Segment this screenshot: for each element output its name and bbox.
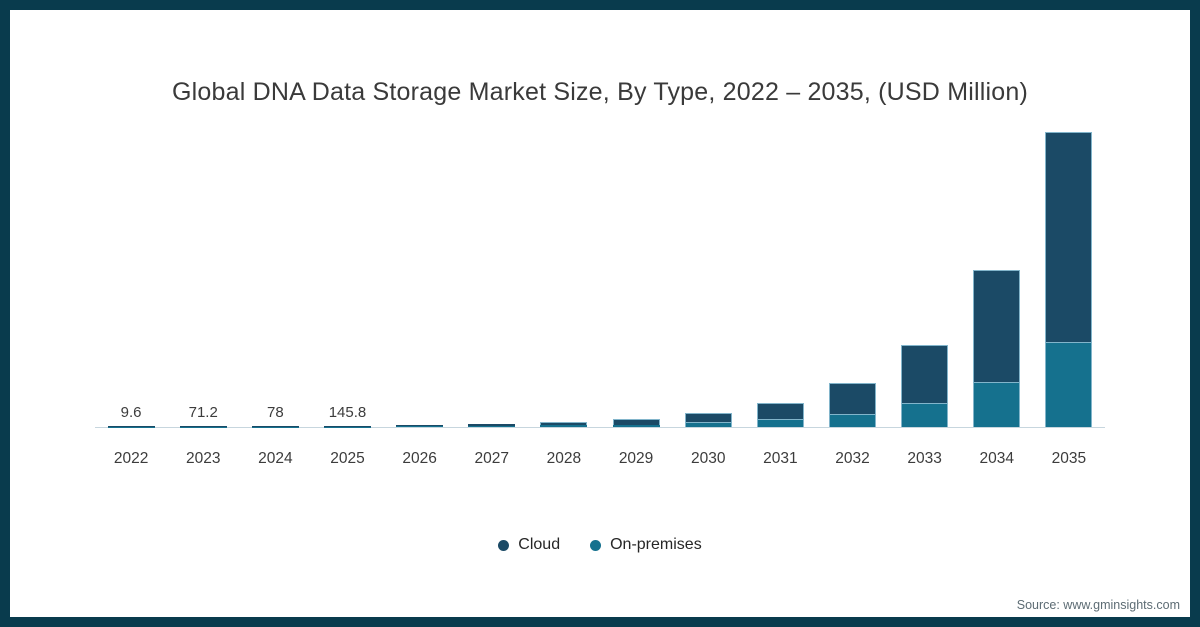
x-axis-label-2031: 2031 xyxy=(763,450,798,467)
bar-stack-2025 xyxy=(323,425,371,427)
legend-item-on-premises: On-premises xyxy=(590,536,702,554)
on-premises-segment-2033 xyxy=(901,402,949,427)
legend-item-cloud: Cloud xyxy=(498,536,560,554)
bar-column-2022: 9.6 xyxy=(95,121,167,427)
x-axis-label-2028: 2028 xyxy=(546,450,582,467)
cloud-legend-dot-icon xyxy=(498,539,510,551)
bar-stack-2032 xyxy=(828,383,876,427)
on-premises-segment-2034 xyxy=(973,382,1021,427)
bar-column-2032 xyxy=(816,121,888,427)
cloud-segment-2031 xyxy=(756,403,804,420)
x-axis-label-2030: 2030 xyxy=(690,450,726,467)
bar-column-2033 xyxy=(889,121,961,427)
bar-stack-2023 xyxy=(179,426,227,427)
bar-column-2028 xyxy=(528,121,600,427)
on-premises-segment-2032 xyxy=(828,413,876,427)
x-axis-label-2026: 2026 xyxy=(402,450,437,467)
cloud-segment-2033 xyxy=(901,345,949,403)
bar-stack-2026 xyxy=(396,425,444,427)
bar-stack-2028 xyxy=(540,421,588,427)
bar-stack-2031 xyxy=(756,403,804,427)
bar-column-2026 xyxy=(384,121,456,427)
chart-title: Global DNA Data Storage Market Size, By … xyxy=(171,78,1028,106)
value-label-2022: 9.6 xyxy=(120,404,142,422)
legend: Cloud On-premises xyxy=(10,536,1190,554)
bar-column-2030 xyxy=(672,121,744,427)
legend-label-cloud: Cloud xyxy=(518,536,561,553)
cloud-segment-2029 xyxy=(612,418,660,425)
bar-column-2027 xyxy=(456,121,528,427)
bar-stack-2027 xyxy=(468,423,516,427)
bar-column-2025: 145.8 xyxy=(311,121,383,427)
cloud-segment-2025 xyxy=(323,425,371,427)
x-axis-label-2023: 2023 xyxy=(185,450,221,467)
on-premises-segment-2035 xyxy=(1045,341,1093,427)
bar-stack-2029 xyxy=(612,418,660,427)
cloud-segment-2026 xyxy=(396,425,444,427)
legend-label-on-premises: On-premises xyxy=(610,536,702,553)
cloud-segment-2034 xyxy=(973,270,1021,382)
cloud-segment-2028 xyxy=(540,421,588,426)
x-axis-label-2033: 2033 xyxy=(907,450,942,467)
value-label-2023: 71.2 xyxy=(188,404,218,422)
on-premises-segment-2030 xyxy=(684,422,732,427)
cloud-segment-2030 xyxy=(684,413,732,423)
bar-column-2035 xyxy=(1033,121,1105,427)
on-premises-legend-dot-icon xyxy=(590,539,602,551)
on-premises-segment-2028 xyxy=(540,425,588,427)
x-axis-label-2024: 2024 xyxy=(258,450,293,467)
bar-column-2023: 71.2 xyxy=(167,121,239,427)
x-axis-label-2034: 2034 xyxy=(979,450,1014,467)
cloud-segment-2035 xyxy=(1045,131,1093,342)
x-axis-label-2029: 2029 xyxy=(618,450,654,467)
source-text: Source: www.gminsights.com xyxy=(1016,598,1180,612)
x-axis-label-2032: 2032 xyxy=(835,450,870,467)
bar-column-2031 xyxy=(744,121,816,427)
cloud-segment-2023 xyxy=(179,426,227,427)
bar-stack-2022 xyxy=(107,426,155,427)
value-label-2025: 145.8 xyxy=(328,403,367,421)
on-premises-segment-2031 xyxy=(756,419,804,427)
x-axis-label-2035: 2035 xyxy=(1051,450,1087,467)
bar-stack-2033 xyxy=(901,345,949,427)
bar-column-2034 xyxy=(961,121,1033,427)
bar-column-2024: 78 xyxy=(239,121,311,427)
plot-area: 9.6 71.2 78 145.8 xyxy=(95,121,1105,428)
on-premises-segment-2027 xyxy=(468,425,516,427)
x-axis-label-2027: 2027 xyxy=(474,450,510,467)
bar-stack-2034 xyxy=(973,270,1021,427)
cloud-segment-2022 xyxy=(107,426,155,427)
bar-stack-2024 xyxy=(251,426,299,427)
bar-column-2029 xyxy=(600,121,672,427)
cloud-segment-2027 xyxy=(468,423,516,426)
value-label-2024: 78 xyxy=(267,404,284,422)
x-axis-label-2025: 2025 xyxy=(330,450,365,467)
bar-stack-2030 xyxy=(684,413,732,427)
on-premises-segment-2026 xyxy=(396,426,444,427)
x-axis-label-2022: 2022 xyxy=(113,450,149,467)
cloud-segment-2024 xyxy=(251,426,299,427)
on-premises-segment-2029 xyxy=(612,424,660,427)
cloud-segment-2032 xyxy=(828,383,876,414)
x-axis-labels: 2022 2023 2024 2025 2026 2027 2028 2029 2030 2031… xyxy=(95,438,1105,468)
bar-stack-2035 xyxy=(1045,131,1093,427)
